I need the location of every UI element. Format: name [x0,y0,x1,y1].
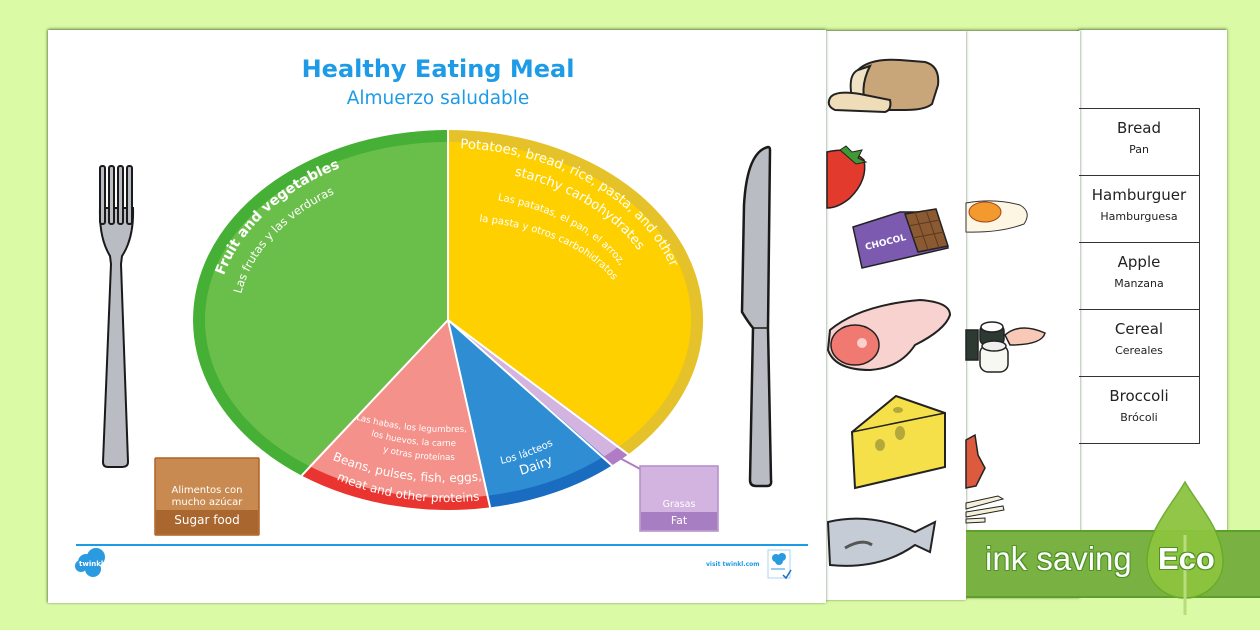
plate-dividers [300,130,629,508]
red-food-icon [965,433,986,489]
fat-box [615,455,719,532]
word-card: Hamburguer Hamburguesa [1079,176,1200,243]
plate-segment-dairy [448,320,612,508]
twinkl-logo[interactable] [75,548,105,577]
leaf-icon [1146,480,1224,615]
meat-icon [826,298,952,372]
fat-label-en: Fat [670,514,688,527]
plate-segment-fruit-vegetables [193,130,448,476]
plate-segment-proteins [301,320,491,511]
sugar-food-label-en: Sugar food [174,513,240,527]
ink-saving-label: ink saving [985,540,1132,577]
bread-icon [827,58,940,114]
visit-twinkl-link[interactable]: visit twinkl.com [706,561,760,568]
word-card: Cereal Cereales [1079,310,1200,377]
word-cards-table: Bread Pan Hamburguer Hamburguesa Apple M… [1079,108,1200,444]
word-card-en: Hamburguer [1091,186,1187,204]
word-card-es: Manzana [1114,277,1164,290]
eatwell-plate: Fruit and vegetables Las frutas y las ve… [193,130,704,511]
word-card: Broccoli Brócoli [1079,377,1200,444]
fried-egg-icon [965,200,1028,233]
word-card-es: Brócoli [1120,411,1158,424]
word-card-en: Cereal [1114,320,1164,338]
word-card: Apple Manzana [1079,243,1200,310]
chocolate-bar-icon: CHOCOL [852,208,949,269]
knife-icon [740,145,773,488]
sugar-food-label-es-line1: Alimentos con [171,485,243,496]
strawberry-icon [826,145,868,209]
word-card: Bread Pan [1079,109,1200,176]
sugar-food-label-es: Alimentos con mucho azúcar [155,485,259,509]
word-card-es: Hamburguesa [1100,210,1178,223]
word-card-es: Pan [1129,143,1149,156]
twinkl-logo-text: twinkl [79,560,103,568]
word-cards-sheet [1079,30,1227,592]
worksheet-subtitle: Almuerzo saludable [346,88,530,109]
sugar-food-box [154,457,260,536]
word-card-en: Broccoli [1109,387,1169,405]
worksheet-title: Healthy Eating Meal [301,55,575,83]
fish-icon [826,517,937,567]
plate-segment-carbohydrates [448,130,704,455]
plate-segment-fat [448,320,629,466]
sugar-food-label-es-line2: mucho azúcar [171,497,243,508]
word-card-en: Apple [1117,253,1161,271]
eco-badge: Eco [1158,541,1215,576]
word-card-en: Bread [1116,119,1162,137]
sushi-icon [965,321,1046,373]
cheese-icon [850,394,946,490]
fat-label-es: Grasas [662,499,696,510]
quality-badge-icon [767,549,792,580]
chopsticks-icon [965,495,1005,524]
fork-icon [98,165,135,468]
word-card-es: Cereales [1115,344,1163,357]
